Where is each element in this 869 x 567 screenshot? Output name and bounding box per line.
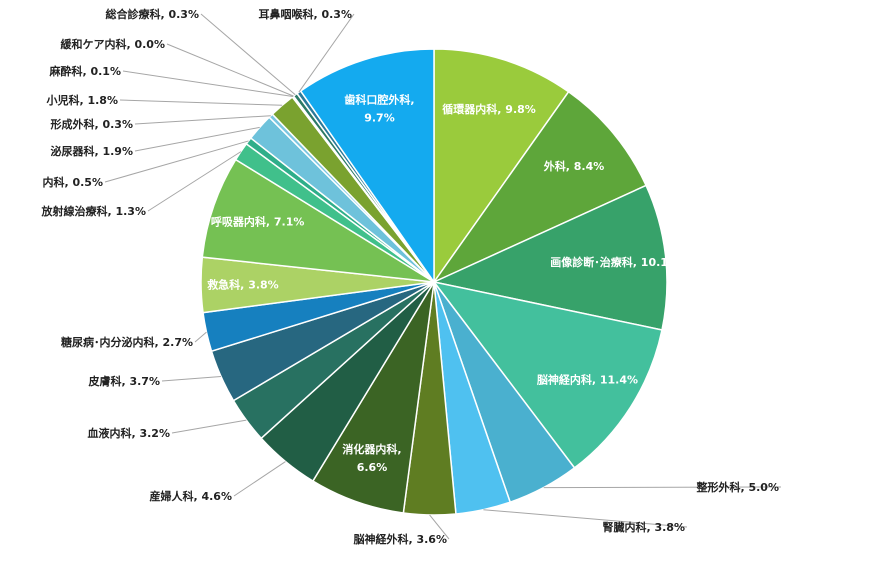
slice-label: 泌尿器科, 1.9% [50, 144, 133, 158]
slice-label: 小児科, 1.8% [45, 93, 118, 107]
pie-slices [200, 48, 668, 516]
slice-label: 皮膚科, 3.7% [87, 374, 160, 388]
slice-label: 歯科口腔外科, 9.7% [344, 93, 414, 125]
leader-line [166, 43, 294, 97]
leader-line [147, 151, 242, 212]
slice-label: 産婦人科, 4.6% [149, 489, 232, 503]
slice-label: 麻酔科, 0.1% [48, 64, 121, 78]
leader-line [171, 419, 247, 434]
slice-label: 循環器内科, 9.8% [442, 102, 536, 116]
slice-label: 画像診断･治療科, 10.1% [550, 255, 679, 269]
slice-label: 血液内科, 3.2% [87, 426, 170, 440]
slice-label: 緩和ケア内科, 0.0% [60, 37, 165, 51]
slice-label: 外科, 8.4% [543, 159, 605, 173]
slice-label: 呼吸器内科, 7.1% [211, 215, 305, 229]
leader-line [298, 13, 355, 93]
slice-label: 糖尿病･内分泌内科, 2.7% [61, 335, 193, 349]
leader-lines [104, 13, 782, 540]
leader-line [119, 99, 283, 106]
leader-line [200, 13, 296, 96]
pie-slice [432, 280, 663, 469]
leader-line [483, 509, 688, 528]
pie-slice [201, 158, 435, 283]
slice-label: 消化器内科, 6.6% [342, 442, 401, 474]
leader-line [543, 486, 782, 489]
slice-label: 放射線治療科, 1.3% [40, 204, 146, 218]
slice-label: 脳神経内科, 11.4% [537, 372, 638, 386]
slice-label: 総合診療科, 0.3% [105, 7, 199, 21]
leader-line [161, 376, 222, 382]
pie-slice [433, 48, 570, 285]
slice-labels: 循環器内科, 9.8% 外科, 8.4% 画像診断･治療科, 10.1% 脳神経内科,… [40, 7, 779, 546]
leader-line [122, 70, 294, 98]
slice-label: 整形外科, 5.0% [695, 480, 779, 494]
slice-label: 腎臓内科, 3.8% [602, 520, 685, 534]
leader-line [429, 514, 450, 540]
leader-line [194, 331, 207, 343]
slice-label: 形成外科, 0.3% [50, 117, 133, 131]
pie-slice [431, 90, 648, 284]
slice-label: 内科, 0.5% [42, 175, 103, 189]
slice-label: 耳鼻咽喉科, 0.3% [258, 7, 352, 21]
slice-label: 脳神経外科, 3.6% [353, 532, 447, 546]
leader-line [134, 126, 260, 152]
leader-line [233, 461, 286, 497]
leader-line [134, 115, 271, 125]
slice-label: 救急科, 3.8% [207, 277, 279, 291]
pie-slice [299, 48, 435, 285]
leader-line [104, 140, 249, 183]
